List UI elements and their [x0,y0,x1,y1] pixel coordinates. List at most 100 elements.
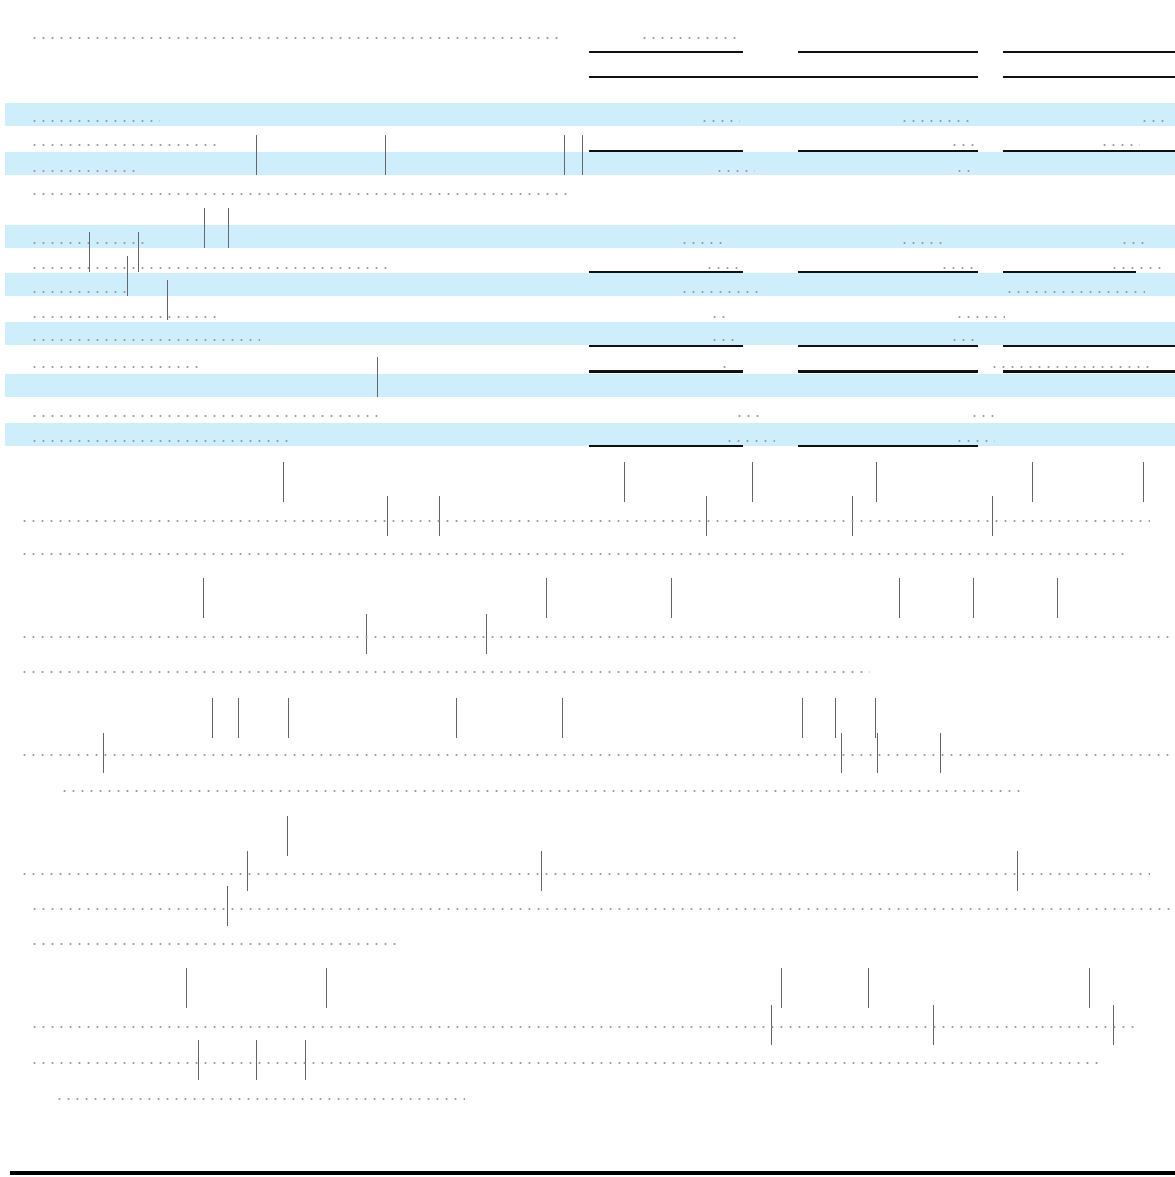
table-cell [720,366,730,368]
artifact-line [841,733,842,773]
row-band [5,225,1175,248]
artifact-line [706,496,707,536]
subtotal-rule [1003,345,1175,347]
header-rule [798,51,978,53]
artifact-line [256,135,257,175]
header-rule [589,51,743,53]
table-cell [955,316,1005,318]
artifact-line [992,496,993,536]
artifact-line [227,886,228,926]
artifact-line [852,496,853,536]
paragraph-line [20,671,870,673]
table-cell [955,170,975,172]
row-band [5,152,1175,175]
table-cell [955,440,995,442]
table-cell [950,339,975,341]
artifact-line [546,578,547,618]
artifact-line [287,816,288,856]
table-caption [30,37,560,39]
total-double-rule [798,370,978,373]
artifact-line [933,1005,934,1045]
table-row-label [30,415,380,417]
financial-table [0,0,1175,460]
artifact-line [899,578,900,618]
artifact-line [1143,462,1144,502]
table-cell [1140,120,1165,122]
artifact-line [167,280,168,320]
table-cell [710,339,740,341]
table-cell [1120,242,1150,244]
artifact-line [564,135,565,175]
artifact-line [624,462,625,502]
subtotal-rule [798,150,978,152]
subtotal-rule [1003,271,1136,273]
artifact-line [228,208,229,248]
artifact-line [877,733,878,773]
artifact-line [868,968,869,1008]
row-band [5,374,1175,397]
row-band [5,103,1175,126]
artifact-line [562,698,563,738]
paragraph-line [20,754,1170,756]
artifact-line [305,1040,306,1080]
subtotal-rule [1003,150,1175,152]
table-row-label [30,120,160,122]
subtotal-rule [589,271,743,273]
table-cell [990,366,1150,368]
paragraph-line [30,943,400,945]
table-row-label [30,267,390,269]
paragraph-line [20,873,1150,875]
row-band [5,322,1175,345]
paragraph-line [30,1062,1100,1064]
artifact-line [439,496,440,536]
total-double-rule [589,370,743,373]
table-cell [680,291,760,293]
table-row-label [30,440,290,442]
artifact-line [238,698,239,738]
paragraph-line [30,908,1170,910]
table-row-label [30,339,260,341]
subtotal-rule [589,150,743,152]
column-header [798,60,978,83]
paragraph-line [30,1026,1140,1028]
artifact-line [541,851,542,891]
table-cell [900,120,970,122]
page-bottom-rule [10,1171,1175,1175]
artifact-line [138,232,139,272]
artifact-line [366,614,367,654]
row-band [5,273,1175,296]
table-cell [700,120,740,122]
paragraph-line [20,553,1130,555]
subtotal-rule [798,271,978,273]
artifact-line [1113,1005,1114,1045]
paragraph-line [60,790,1020,792]
artifact-line [456,698,457,738]
column-header [589,60,743,83]
artifact-line [288,698,289,738]
table-row-label [30,316,220,318]
artifact-line [198,1040,199,1080]
total-double-rule [1003,370,1175,373]
subtotal-rule [589,445,743,447]
artifact-line [771,1005,772,1045]
artifact-line [781,968,782,1008]
paragraph-line [55,1098,465,1100]
table-row-label [30,144,220,146]
artifact-line [486,614,487,654]
artifact-line [1032,462,1033,502]
artifact-line [387,496,388,536]
header-rule [589,76,978,78]
table-cell [1005,291,1145,293]
table-cell [680,242,725,244]
table-cell [970,415,995,417]
artifact-line [940,733,941,773]
artifact-line [283,462,284,502]
table-row-label [30,366,200,368]
artifact-line [377,357,378,397]
artifact-line [204,208,205,248]
subtotal-rule [798,445,978,447]
artifact-line [326,968,327,1008]
artifact-line [876,462,877,502]
header-rule [1003,51,1175,53]
artifact-line [835,698,836,738]
